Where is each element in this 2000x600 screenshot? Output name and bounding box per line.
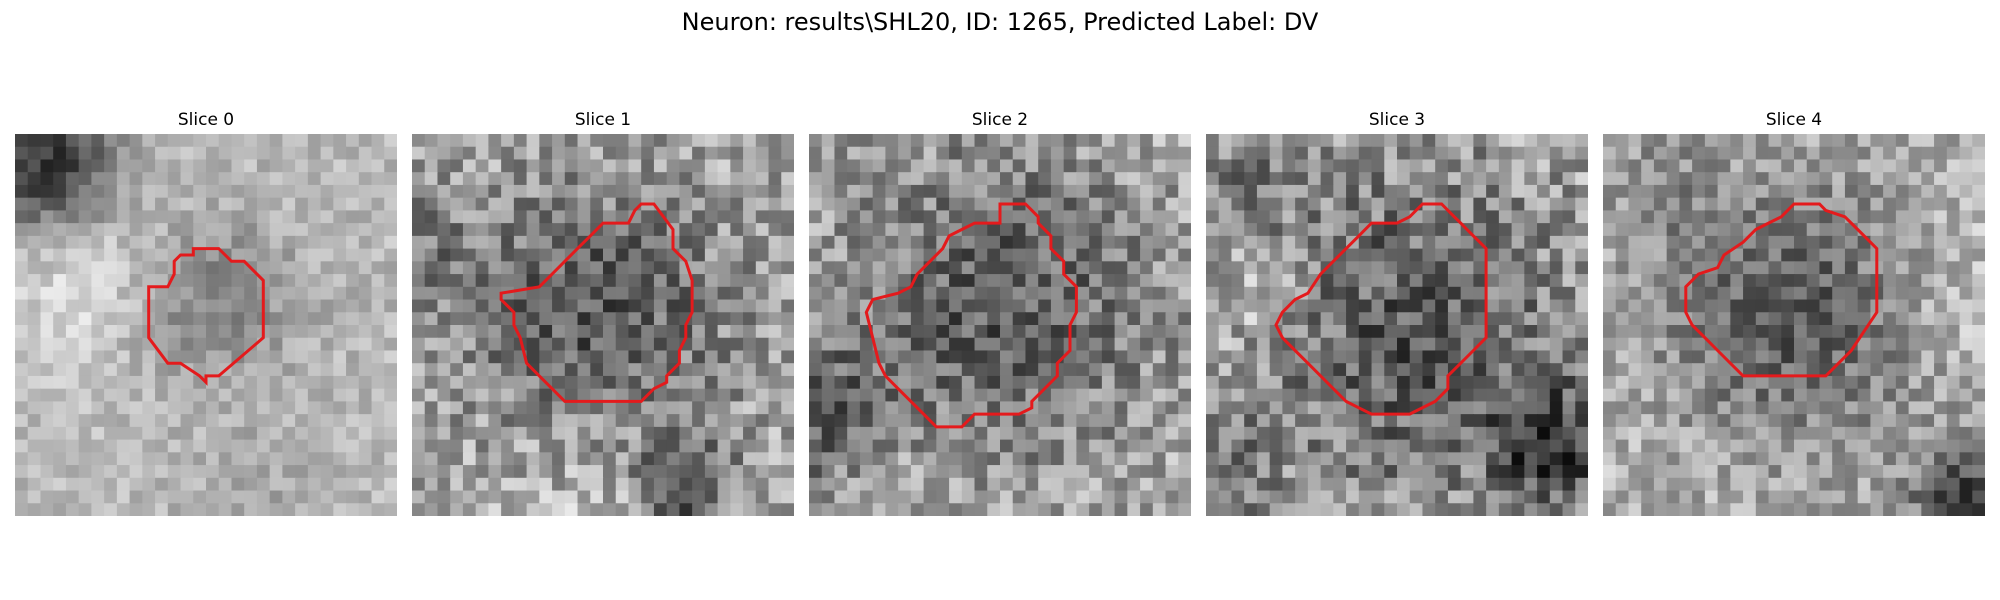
slice-0-title: Slice 0 <box>177 110 235 130</box>
slice-1-canvas <box>412 134 794 516</box>
slice-3-contour <box>1274 202 1488 416</box>
slice-3-pixels <box>1206 134 1588 516</box>
slice-3-canvas <box>1206 134 1588 516</box>
figure-title: Neuron: results\SHL20, ID: 1265, Predict… <box>681 8 1319 36</box>
slice-3-image <box>1206 134 1588 516</box>
slice-4-pixels <box>1603 134 1985 516</box>
slice-3-title: Slice 3 <box>1368 110 1426 130</box>
slice-2-contour <box>864 202 1078 429</box>
slice-0-contour <box>147 247 265 386</box>
slice-1-contour <box>499 202 694 403</box>
slice-2-canvas <box>809 134 1191 516</box>
slice-2-pixels <box>809 134 1191 516</box>
slice-2-image <box>809 134 1191 516</box>
slice-0-image <box>15 134 397 516</box>
slice-0-pixels <box>15 134 397 516</box>
slice-0-canvas <box>15 134 397 516</box>
slice-2-title: Slice 2 <box>971 110 1029 130</box>
slice-4-image <box>1603 134 1985 516</box>
slice-1-image <box>412 134 794 516</box>
slice-4-canvas <box>1603 134 1985 516</box>
slice-4-contour <box>1684 202 1879 378</box>
slice-1-title: Slice 1 <box>574 110 632 130</box>
slice-1-pixels <box>412 134 794 516</box>
slice-4-title: Slice 4 <box>1765 110 1823 130</box>
